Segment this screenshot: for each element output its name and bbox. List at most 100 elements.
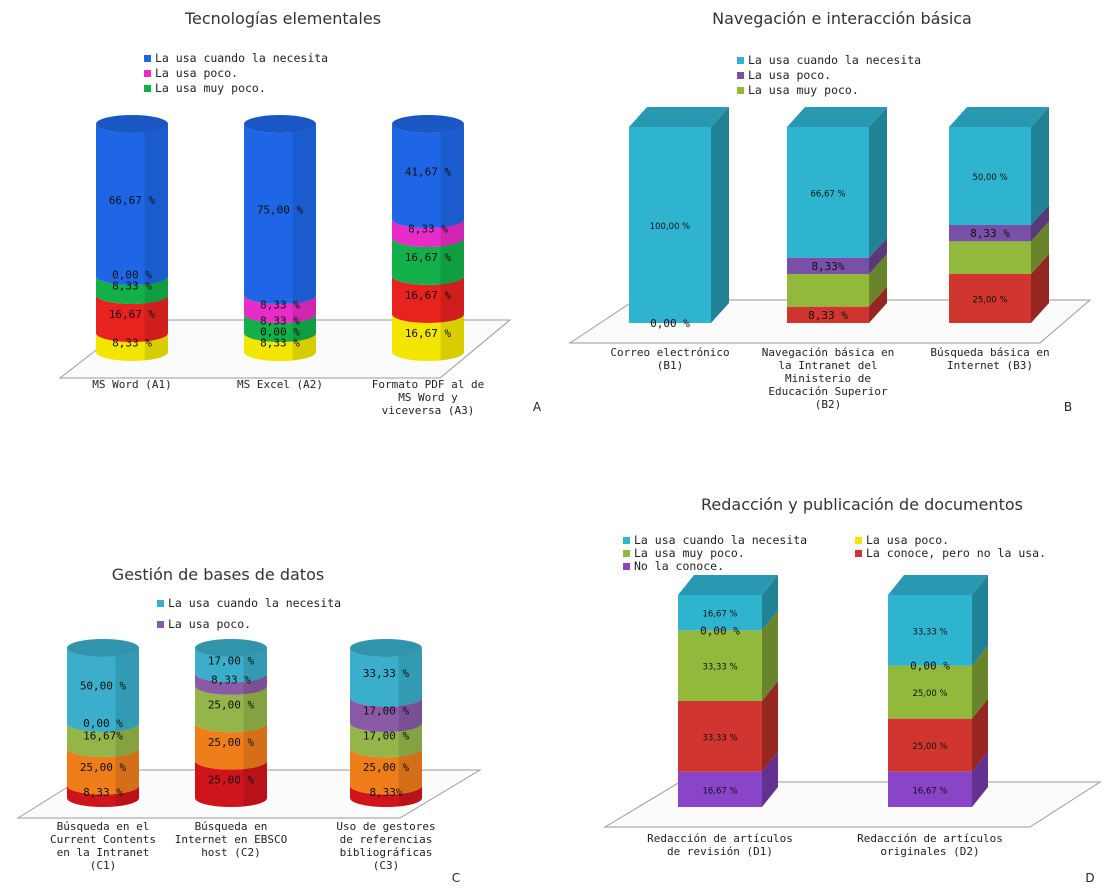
bar-stack: 8,33 %16,67 %8,33 %0,00 %66,67 % (96, 115, 168, 361)
bar-side (1031, 221, 1049, 274)
category-label: Búsqueda en Internet en EBSCO host (C2) (175, 820, 288, 859)
category-line: de revisión (D1) (667, 845, 773, 858)
bar-segment (629, 127, 711, 323)
bar-top-cap (244, 115, 316, 133)
bar-segment (787, 257, 869, 274)
category-line: Formato PDF al de (372, 378, 485, 391)
category-label: Uso de gestores de referencias bibliográfi… (336, 820, 435, 872)
category-label: Búsqueda en el Current Contents en la Intr… (50, 820, 156, 872)
data-label: 0,00 % (112, 269, 152, 282)
data-label: 8,33 % (260, 337, 300, 350)
bar-shade (398, 650, 422, 707)
data-label: 16,67 % (405, 251, 452, 264)
bar-top-face (678, 575, 778, 595)
bar-side (869, 107, 887, 258)
legend-label: La usa poco. (168, 617, 251, 631)
bar-top-face (787, 107, 887, 127)
legend-swatch (144, 55, 151, 62)
category-line: la Intranet del (778, 359, 877, 372)
bar-stack: 8,33 % 25,00 % 16,67%0,00 % 50,00 % (67, 639, 139, 807)
category-line: Búsqueda básica en (930, 346, 1049, 359)
legend-label: La usa poco. (748, 68, 831, 82)
panel-letter: B (1064, 400, 1072, 414)
bar-shade (243, 725, 267, 769)
category-line: Current Contents (50, 833, 156, 846)
data-label: 33,33 % (702, 663, 737, 673)
data-label: 0,00 % (650, 317, 690, 330)
bar-side (762, 681, 778, 772)
data-label: 25,00 % (208, 699, 255, 712)
bar-segment (949, 274, 1031, 323)
bar-stack: 16,67 % 16,67 % 16,67 % 8,33 % 41,67 % (392, 115, 464, 361)
legend-swatch (737, 87, 744, 94)
legend-label: La usa cuando la necesita (155, 51, 328, 65)
data-label: 16,67 % (912, 786, 947, 796)
bar-shade (144, 126, 168, 285)
data-label: 33,33 % (912, 627, 947, 637)
bar-segment (787, 274, 869, 307)
chart-title: Redacción y publicación de documentos (701, 495, 1023, 514)
category-line: Redacción de artículos (647, 832, 793, 845)
category-line: (B1) (657, 359, 684, 372)
bar-side (1031, 107, 1049, 225)
category-line: bibliográficas (340, 846, 433, 859)
bar-side (869, 254, 887, 307)
bar-shade (292, 297, 316, 323)
data-label: 16,67 % (405, 327, 452, 340)
legend-swatch (737, 57, 744, 64)
bar-side (762, 751, 778, 807)
category-label: MS Excel (A2) (237, 378, 323, 391)
category-line: Internet en EBSCO (175, 833, 288, 846)
bar-side (869, 237, 887, 274)
bar-shade (243, 687, 267, 732)
bar-shade (292, 126, 316, 304)
bar-segment (888, 665, 972, 719)
data-label: 17,00 % (363, 704, 410, 717)
bar-stack: 25,00 % 8,33 % 50,00 % (949, 107, 1049, 323)
bar-shade (144, 335, 168, 361)
bar-shade (440, 315, 464, 361)
data-label: 25,00 % (208, 736, 255, 749)
bar-shade (115, 650, 139, 732)
legend-label: La usa cuando la necesita (168, 596, 341, 610)
category-line: (B2) (815, 398, 842, 411)
bar-side (972, 751, 988, 807)
bar-shade (398, 750, 422, 794)
data-label: 8,33 % (211, 674, 251, 687)
category-label: Redacción de artículos de revisión (D1) (647, 832, 793, 858)
legend-swatch (623, 550, 630, 557)
category-line: (C1) (90, 859, 117, 872)
category-label: Correo electrónico (B1) (610, 346, 729, 372)
bar-top-cap (350, 639, 422, 657)
category-line: viceversa (A3) (382, 404, 475, 417)
legend-label: La usa cuando la necesita (634, 533, 807, 547)
data-label: 16,67% (83, 730, 123, 743)
data-label: 8,33 % (260, 315, 300, 328)
legend-label: La usa cuando la necesita (748, 53, 921, 67)
bar-top-face (629, 107, 729, 127)
category-line: Búsqueda en (195, 820, 268, 833)
bar-segment (949, 225, 1031, 242)
bar-segment (787, 306, 869, 323)
data-label: 25,00 % (363, 761, 410, 774)
bar-shade (440, 277, 464, 323)
bar-shade (440, 239, 464, 285)
bar-top-cap (67, 639, 139, 657)
data-label: 8,33% (811, 260, 844, 273)
data-label: 25,00 % (912, 742, 947, 752)
panel-letter: C (452, 871, 460, 885)
data-label: 50,00 % (972, 173, 1007, 183)
legend-label: No la conoce. (634, 559, 724, 573)
legend-swatch (737, 72, 744, 79)
data-label: 66,67 % (109, 194, 156, 207)
bar-side (972, 698, 988, 772)
bar-side (972, 575, 988, 666)
legend-swatch (157, 600, 164, 607)
chart-title: Tecnologías elementales (184, 9, 381, 28)
legend-label: La usa muy poco. (634, 546, 745, 560)
chart-title: Navegación e interacción básica (712, 9, 972, 28)
bar-shade (243, 762, 267, 807)
bar-side (762, 610, 778, 701)
category-line: host (C2) (201, 846, 261, 859)
bar-segment (678, 630, 762, 701)
